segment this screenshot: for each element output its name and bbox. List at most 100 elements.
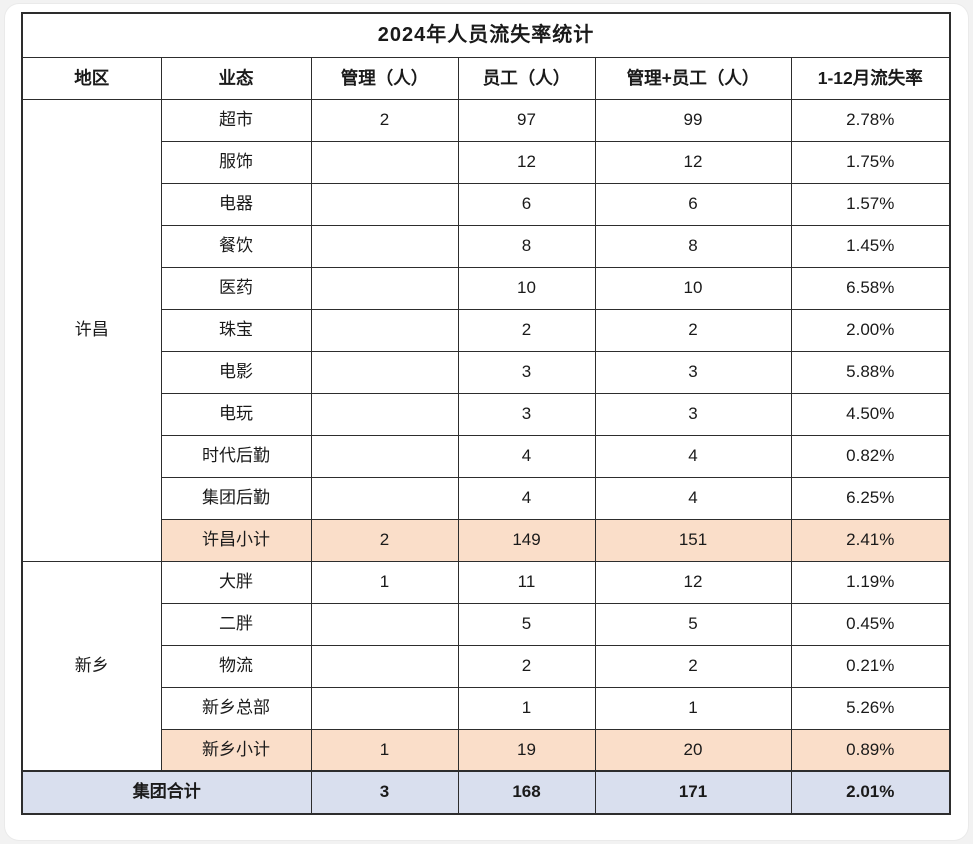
cell-total: 12 [594,560,792,604]
cell-staff: 149 [457,518,596,562]
col-header-rate: 1-12月流失率 [790,56,951,100]
cell-rate: 0.45% [790,602,951,646]
cell-rate: 4.50% [790,392,951,436]
cell-total: 3 [594,350,792,394]
region-cell-xinxiang: 新乡 [21,560,162,772]
table-header-row: 地区 业态 管理（人） 员工（人） 管理+员工（人） 1-12月流失率 [21,56,951,100]
table-row: 电玩 3 3 4.50% [22,392,951,436]
cell-total: 2 [594,308,792,352]
cell-mgmt [310,224,459,268]
cell-rate: 1.45% [790,224,951,268]
cell-mgmt [310,182,459,226]
cell-mgmt [310,350,459,394]
table-row: 服饰 12 12 1.75% [22,140,951,184]
cell-total: 4 [594,476,792,520]
cell-business: 餐饮 [160,224,312,268]
cell-mgmt: 1 [310,728,459,772]
cell-business: 时代后勤 [160,434,312,478]
table-row: 餐饮 8 8 1.45% [22,224,951,268]
table-row: 许昌 超市 2 97 99 2.78% [21,98,951,562]
cell-total: 99 [594,98,792,142]
cell-staff: 4 [457,476,596,520]
region-cell-xuchang: 许昌 [21,98,162,562]
cell-staff: 2 [457,308,596,352]
col-header-region: 地区 [21,56,162,100]
cell-business: 电影 [160,350,312,394]
table-row: 新乡总部 1 1 5.26% [22,686,951,730]
cell-staff: 5 [457,602,596,646]
cell-rate: 1.75% [790,140,951,184]
table-row: 医药 10 10 6.58% [22,266,951,310]
cell-staff: 6 [457,182,596,226]
cell-business: 物流 [160,644,312,688]
cell-business: 二胖 [160,602,312,646]
cell-total: 8 [594,224,792,268]
table-title: 2024年人员流失率统计 [21,12,951,58]
grand-total-label: 集团合计 [21,770,312,815]
cell-business: 电玩 [160,392,312,436]
cell-staff: 19 [457,728,596,772]
cell-business: 服饰 [160,140,312,184]
cell-total: 5 [594,602,792,646]
cell-business: 许昌小计 [160,518,312,562]
cell-mgmt [310,140,459,184]
cell-total: 4 [594,434,792,478]
cell-rate: 0.89% [790,728,951,772]
cell-staff: 97 [457,98,596,142]
cell-staff: 10 [457,266,596,310]
table-row: 新乡 大胖 1 11 12 1.19% [21,560,951,772]
cell-staff: 1 [457,686,596,730]
cell-total: 6 [594,182,792,226]
cell-mgmt: 2 [310,98,459,142]
cell-mgmt [310,392,459,436]
cell-staff: 3 [457,392,596,436]
document-card: 2024年人员流失率统计 地区 业态 管理（人） 员工（人） 管理+员工（人） … [5,4,968,840]
table-row: 时代后勤 4 4 0.82% [22,434,951,478]
grand-total-mgmt: 3 [310,770,459,815]
cell-mgmt [310,434,459,478]
cell-total: 20 [594,728,792,772]
cell-staff: 2 [457,644,596,688]
cell-staff: 4 [457,434,596,478]
cell-mgmt: 1 [310,560,459,604]
table-row: 集团后勤 4 4 6.25% [22,476,951,520]
col-header-mgmt: 管理（人） [310,56,459,100]
cell-business: 集团后勤 [160,476,312,520]
cell-rate: 0.82% [790,434,951,478]
cell-total: 1 [594,686,792,730]
subtotal-row-xinxiang: 新乡小计 1 19 20 0.89% [22,728,951,772]
cell-rate: 2.41% [790,518,951,562]
cell-business: 医药 [160,266,312,310]
cell-total: 12 [594,140,792,184]
grand-total-staff: 168 [457,770,596,815]
table-title-row: 2024年人员流失率统计 [21,12,951,58]
subtotal-row-xuchang: 许昌小计 2 149 151 2.41% [22,518,951,562]
cell-rate: 5.26% [790,686,951,730]
col-header-mgmt-staff: 管理+员工（人） [594,56,792,100]
cell-rate: 0.21% [790,644,951,688]
cell-business: 大胖 [160,560,312,604]
cell-mgmt [310,308,459,352]
cell-mgmt [310,686,459,730]
cell-business: 新乡小计 [160,728,312,772]
table-row: 电影 3 3 5.88% [22,350,951,394]
cell-staff: 8 [457,224,596,268]
cell-mgmt [310,266,459,310]
cell-total: 151 [594,518,792,562]
grand-total-rate: 2.01% [790,770,951,815]
cell-staff: 3 [457,350,596,394]
grand-total-combined: 171 [594,770,792,815]
grand-total-row: 集团合计 3 168 171 2.01% [21,770,951,815]
cell-total: 3 [594,392,792,436]
col-header-business: 业态 [160,56,312,100]
cell-total: 10 [594,266,792,310]
cell-business: 电器 [160,182,312,226]
table-row: 物流 2 2 0.21% [22,644,951,688]
table-row: 珠宝 2 2 2.00% [22,308,951,352]
cell-mgmt: 2 [310,518,459,562]
cell-mgmt [310,476,459,520]
table-row: 二胖 5 5 0.45% [22,602,951,646]
cell-business: 新乡总部 [160,686,312,730]
cell-rate: 6.58% [790,266,951,310]
cell-total: 2 [594,644,792,688]
